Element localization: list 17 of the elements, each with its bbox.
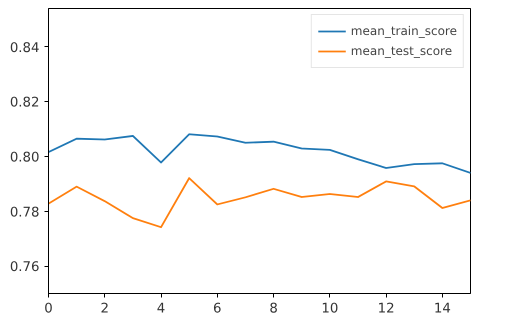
x-tick-label: 14 <box>434 302 451 316</box>
y-tick-label: 0.82 <box>10 96 40 111</box>
x-tick-label: 6 <box>213 302 222 316</box>
y-tick-label: 0.76 <box>10 260 40 276</box>
x-tick-label: 12 <box>378 302 395 316</box>
y-tick-label: 0.78 <box>10 205 40 220</box>
x-tick-label: 0 <box>44 302 53 316</box>
legend-label: mean_test_score <box>350 44 452 58</box>
y-tick-label: 0.84 <box>10 40 40 56</box>
x-tick-label: 10 <box>321 302 338 316</box>
legend-label: mean_train_score <box>350 24 457 38</box>
line-series <box>48 133 470 174</box>
y-tick-label: 0.80 <box>10 150 40 166</box>
x-tick-label: 2 <box>100 302 110 316</box>
line-series <box>48 177 470 228</box>
x-tick-label: 4 <box>156 302 166 316</box>
x-tick-label: 8 <box>269 302 278 316</box>
